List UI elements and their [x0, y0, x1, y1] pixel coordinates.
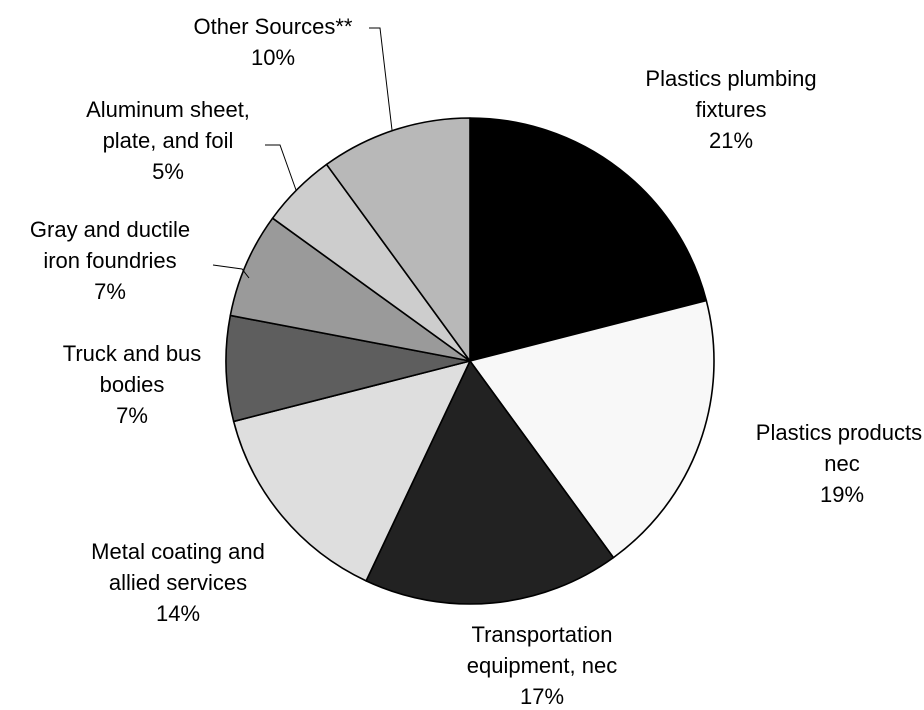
slice-label-line-other-sources: Other Sources** [194, 14, 353, 39]
slice-label-line-transportation-equipment-nec: Transportation [471, 622, 612, 647]
leader-line-other-sources [369, 27, 393, 131]
slice-label-line-plastics-plumbing-fixtures: Plastics plumbing [645, 66, 816, 91]
slice-label-line-truck-and-bus-bodies: Truck and bus [63, 341, 202, 366]
slice-label-line-metal-coating-and-allied-services: allied services [109, 570, 247, 595]
slice-label-line-gray-and-ductile-iron-foundries: Gray and ductile [30, 217, 190, 242]
slice-label-other-sources: Other Sources** 10% [194, 14, 353, 70]
slice-label-line-transportation-equipment-nec: equipment, nec [467, 653, 617, 678]
slice-plastics-products-nec [469, 299, 715, 559]
slice-percent-metal-coating-and-allied-services: 14% [156, 601, 200, 626]
slice-plastics-plumbing-fixtures [469, 117, 708, 362]
slice-label-line-gray-and-ductile-iron-foundries: iron foundries [43, 248, 176, 273]
slice-label-line-truck-and-bus-bodies: bodies [100, 372, 165, 397]
slice-percent-other-sources: 10% [251, 45, 295, 70]
leader-line-aluminum-sheet-plate-and-foil [265, 144, 297, 191]
slice-label-plastics-plumbing-fixtures: Plastics plumbing fixtures 21% [645, 66, 816, 153]
slice-transportation-equipment-nec [365, 360, 615, 605]
slice-other-sources [325, 117, 471, 362]
slice-percent-gray-and-ductile-iron-foundries: 7% [94, 279, 126, 304]
slice-label-line-metal-coating-and-allied-services: Metal coating and [91, 539, 265, 564]
slice-label-plastics-products-nec: Plastics products, nec 19% [756, 420, 924, 507]
slice-label-line-aluminum-sheet-plate-and-foil: Aluminum sheet, [86, 97, 250, 122]
slice-label-gray-and-ductile-iron-foundries: Gray and ductile iron foundries 7% [30, 217, 190, 304]
slice-label-line-aluminum-sheet-plate-and-foil: plate, and foil [103, 128, 234, 153]
leaders-layer [212, 27, 393, 279]
slice-label-transportation-equipment-nec: Transportation equipment, nec 17% [467, 622, 617, 709]
slice-truck-and-bus-bodies [225, 314, 471, 423]
leader-line-gray-and-ductile-iron-foundries [212, 264, 250, 279]
slice-label-metal-coating-and-allied-services: Metal coating and allied services 14% [91, 539, 265, 626]
slice-metal-coating-and-allied-services [232, 360, 471, 582]
slice-percent-plastics-plumbing-fixtures: 21% [709, 128, 753, 153]
slice-label-line-plastics-plumbing-fixtures: fixtures [696, 97, 767, 122]
slice-percent-transportation-equipment-nec: 17% [520, 684, 564, 709]
slice-label-aluminum-sheet-plate-and-foil: Aluminum sheet, plate, and foil 5% [86, 97, 250, 184]
labels-layer: Plastics plumbing fixtures 21% Plastics pro… [30, 14, 924, 709]
slice-label-line-plastics-products-nec: nec [824, 451, 859, 476]
slice-label-truck-and-bus-bodies: Truck and bus bodies 7% [63, 341, 202, 428]
slices-layer [225, 117, 715, 605]
slice-percent-aluminum-sheet-plate-and-foil: 5% [152, 159, 184, 184]
slice-percent-plastics-products-nec: 19% [820, 482, 864, 507]
slice-percent-truck-and-bus-bodies: 7% [116, 403, 148, 428]
slice-label-line-plastics-products-nec: Plastics products, [756, 420, 924, 445]
slice-gray-and-ductile-iron-foundries [229, 217, 471, 362]
